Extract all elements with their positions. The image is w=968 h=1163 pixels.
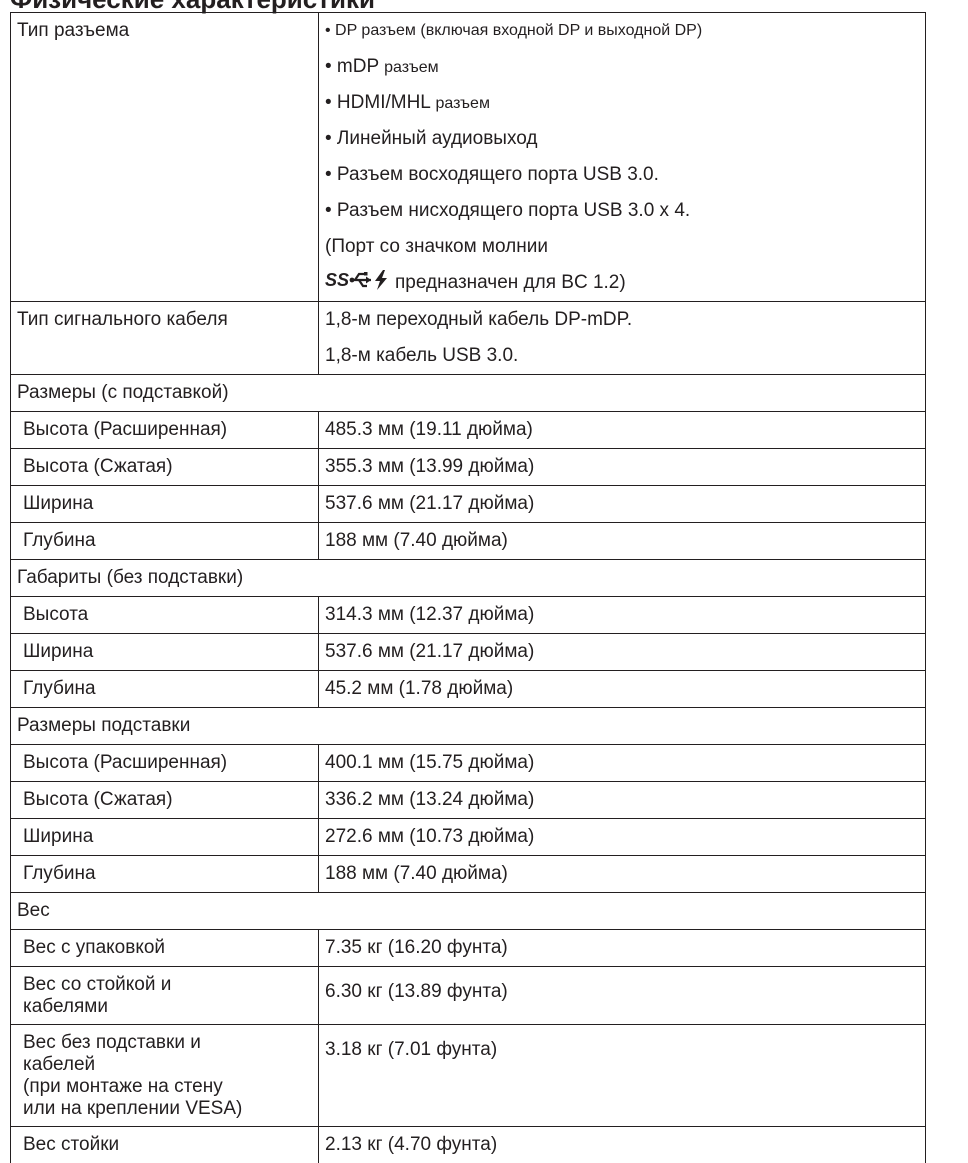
table-row: Тип разъема • DP разъем (включая входной… <box>11 13 926 302</box>
svg-text:SS: SS <box>325 270 349 290</box>
table-row: Вес без подставки и кабелей (при монтаже… <box>11 1025 926 1127</box>
table-row: Глубина 188 мм (7.40 дюйма) <box>11 523 926 560</box>
table-row: Высота (Сжатая) 336.2 мм (13.24 дюйма) <box>11 782 926 819</box>
spec-label: Ширина <box>11 634 319 671</box>
spec-label: Высота (Сжатая) <box>11 782 319 819</box>
list-item: • HDMI/MHL разъем <box>325 85 925 121</box>
spec-value: 336.2 мм (13.24 дюйма) <box>319 782 926 819</box>
usb-superspeed-charging-icon: SS <box>325 269 391 291</box>
spec-label: Тип сигнального кабеля <box>11 302 319 375</box>
table-row: Ширина 537.6 мм (21.17 дюйма) <box>11 486 926 523</box>
section-header: Габариты (без подставки) <box>11 560 926 597</box>
section-title: Вес <box>11 893 926 930</box>
spec-label: Высота (Сжатая) <box>11 449 319 486</box>
connector-type-label: Тип разъема <box>17 13 318 49</box>
spec-label: Вес со стойкой и кабелями <box>11 967 319 1025</box>
spec-label: Высота (Расширенная) <box>11 745 319 782</box>
spec-value: 7.35 кг (16.20 фунта) <box>319 930 926 967</box>
spec-value: 188 мм (7.40 дюйма) <box>319 856 926 893</box>
spec-label: Высота <box>11 597 319 634</box>
section-header: Размеры (с подставкой) <box>11 375 926 412</box>
section-title: Размеры подставки <box>11 708 926 745</box>
table-row: Ширина 537.6 мм (21.17 дюйма) <box>11 634 926 671</box>
section-header: Размеры подставки <box>11 708 926 745</box>
table-row: Высота (Сжатая) 355.3 мм (13.99 дюйма) <box>11 449 926 486</box>
table-row: Высота 314.3 мм (12.37 дюйма) <box>11 597 926 634</box>
table-row: Глубина 188 мм (7.40 дюйма) <box>11 856 926 893</box>
spec-value: • DP разъем (включая входной DP и выходн… <box>319 13 926 302</box>
table-row: Высота (Расширенная) 485.3 мм (19.11 дюй… <box>11 412 926 449</box>
spec-label: Глубина <box>11 523 319 560</box>
list-item: • Линейный аудиовыход <box>325 121 925 157</box>
table-row: Высота (Расширенная) 400.1 мм (15.75 дюй… <box>11 745 926 782</box>
list-item: • mDP разъем <box>325 49 925 85</box>
spec-label: Ширина <box>11 486 319 523</box>
specs-table: Тип разъема • DP разъем (включая входной… <box>10 12 926 1163</box>
table-row: Вес стойки 2.13 кг (4.70 фунта) <box>11 1127 926 1163</box>
spec-label: Вес стойки <box>11 1127 319 1163</box>
spec-value: 2.13 кг (4.70 фунта) <box>319 1127 926 1163</box>
spec-value: 355.3 мм (13.99 дюйма) <box>319 449 926 486</box>
spec-value: 314.3 мм (12.37 дюйма) <box>319 597 926 634</box>
table-row: Ширина 272.6 мм (10.73 дюйма) <box>11 819 926 856</box>
spec-value: 1,8-м переходный кабель DP-mDP. 1,8-м ка… <box>319 302 926 375</box>
spec-value: 400.1 мм (15.75 дюйма) <box>319 745 926 782</box>
table-row: Вес со стойкой и кабелями 6.30 кг (13.89… <box>11 967 926 1025</box>
spec-value: 485.3 мм (19.11 дюйма) <box>319 412 926 449</box>
list-item: • DP разъем (включая входной DP и выходн… <box>325 13 925 49</box>
spec-label: Вес без подставки и кабелей (при монтаже… <box>11 1025 319 1127</box>
spec-label: Тип разъема <box>11 13 319 302</box>
spec-value: 6.30 кг (13.89 фунта) <box>319 967 926 1025</box>
list-item: 1,8-м переходный кабель DP-mDP. <box>325 302 925 338</box>
table-row: Тип сигнального кабеля 1,8-м переходный … <box>11 302 926 375</box>
spec-value: 537.6 мм (21.17 дюйма) <box>319 634 926 671</box>
cable-type-label: Тип сигнального кабеля <box>17 302 318 338</box>
spec-label: Глубина <box>11 856 319 893</box>
section-title: Размеры (с подставкой) <box>11 375 926 412</box>
spec-label: Глубина <box>11 671 319 708</box>
spec-label: Ширина <box>11 819 319 856</box>
spec-label: Высота (Расширенная) <box>11 412 319 449</box>
table-row: Глубина 45.2 мм (1.78 дюйма) <box>11 671 926 708</box>
spec-value: 272.6 мм (10.73 дюйма) <box>319 819 926 856</box>
spec-label: Вес с упаковкой <box>11 930 319 967</box>
list-item: SS предназначен для BC 1.2) <box>325 265 925 301</box>
list-item: (Порт со значком молнии <box>325 229 925 265</box>
spec-value: 3.18 кг (7.01 фунта) <box>319 1025 926 1127</box>
spec-value: 188 мм (7.40 дюйма) <box>319 523 926 560</box>
list-item: • Разъем восходящего порта USB 3.0. <box>325 157 925 193</box>
table-row: Вес с упаковкой 7.35 кг (16.20 фунта) <box>11 930 926 967</box>
list-item: • Разъем нисходящего порта USB 3.0 x 4. <box>325 193 925 229</box>
section-header: Вес <box>11 893 926 930</box>
spec-value: 537.6 мм (21.17 дюйма) <box>319 486 926 523</box>
spec-value: 45.2 мм (1.78 дюйма) <box>319 671 926 708</box>
section-title: Габариты (без подставки) <box>11 560 926 597</box>
list-item: 1,8-м кабель USB 3.0. <box>325 338 925 374</box>
